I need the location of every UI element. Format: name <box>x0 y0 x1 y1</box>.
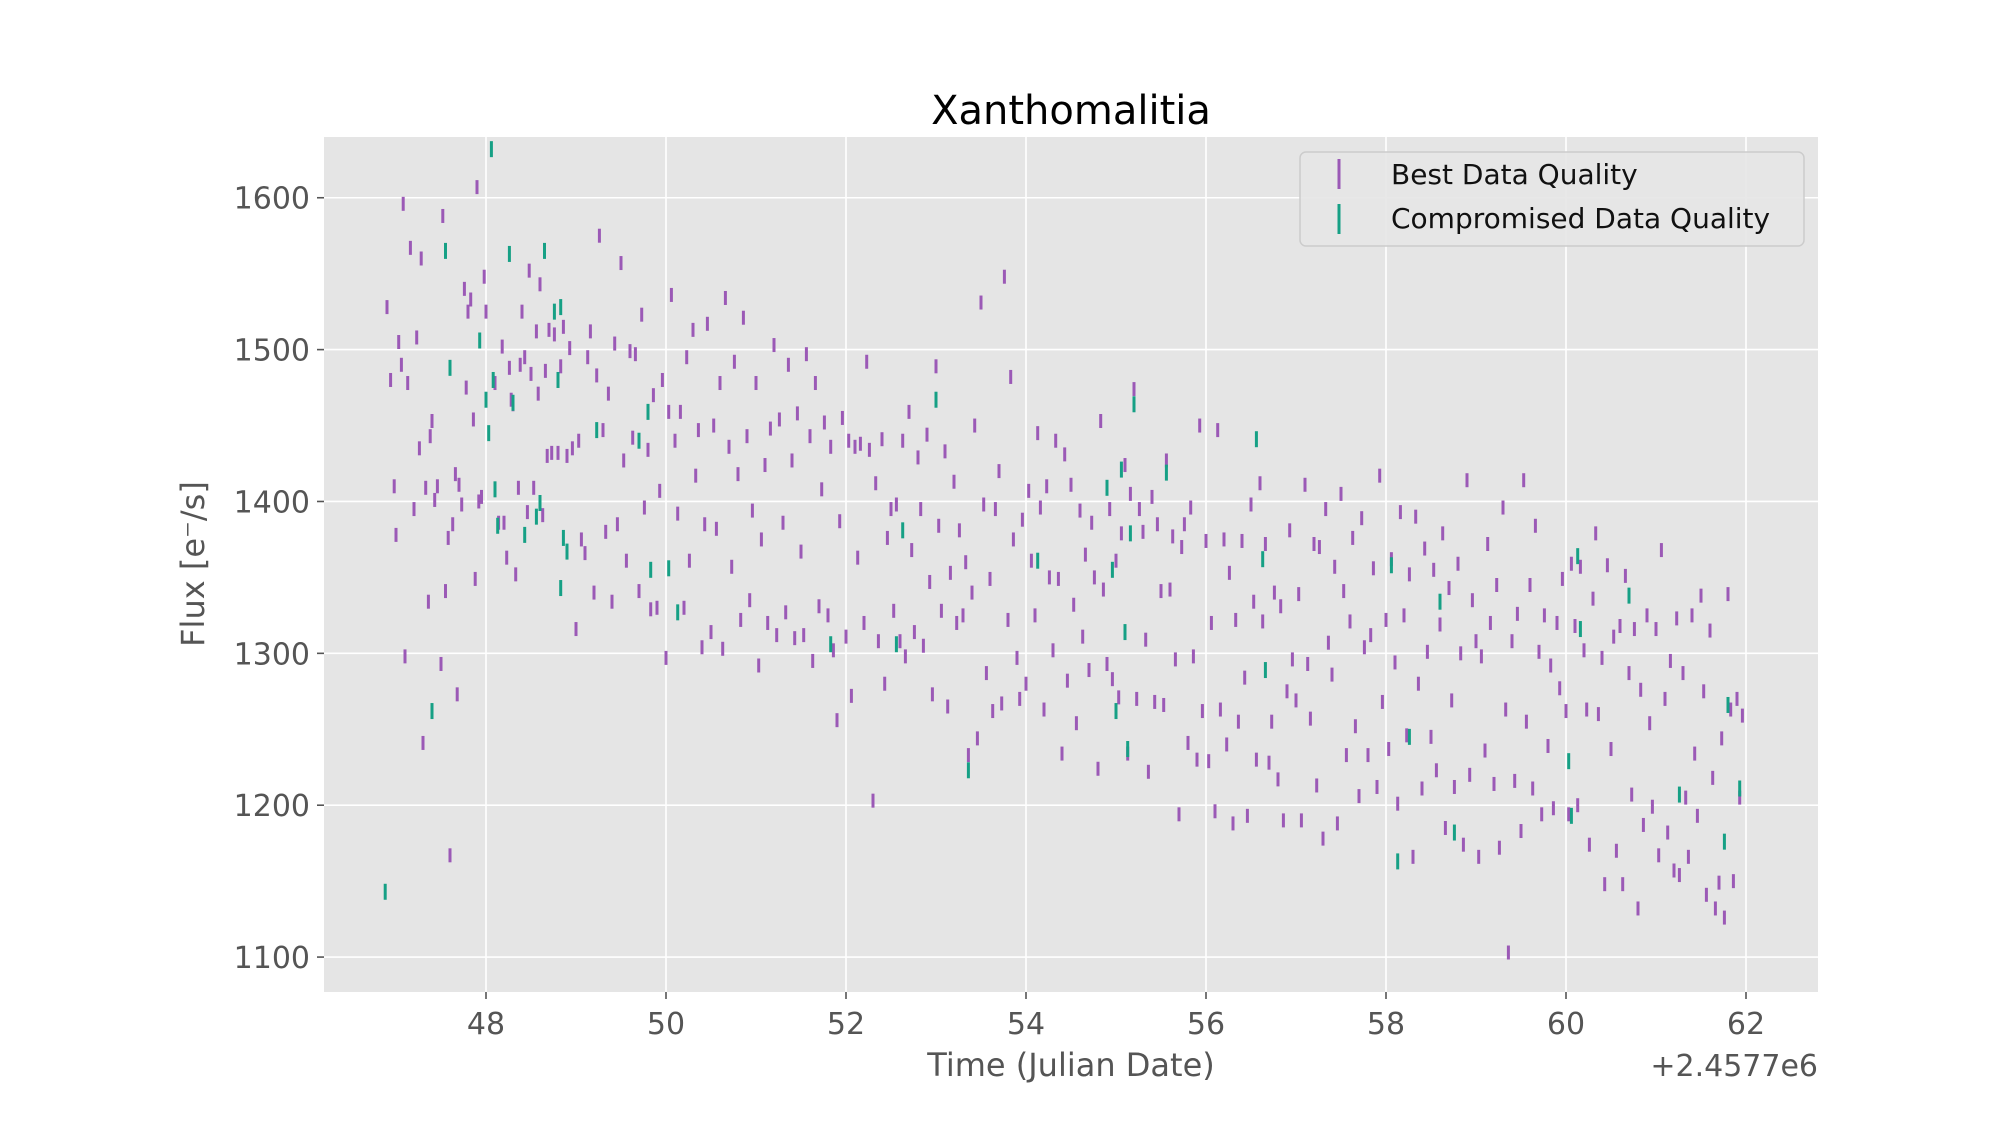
y-tick-label: 1100 <box>234 941 310 976</box>
legend-box <box>1299 151 1805 247</box>
x-tick-label: 50 <box>647 1007 685 1042</box>
x-tick-label: 56 <box>1187 1007 1225 1042</box>
x-tick-label: 60 <box>1547 1007 1585 1042</box>
legend-label-compromised: Compromised Data Quality <box>1391 202 1770 235</box>
legend: Best Data Quality Compromised Data Quali… <box>1299 151 1805 247</box>
y-tick-label: 1300 <box>234 637 310 672</box>
chart-title: Xanthomalitia <box>931 88 1211 134</box>
legend-label-best: Best Data Quality <box>1391 158 1638 191</box>
x-axis-offset: +2.4577e6 <box>1650 1049 1818 1084</box>
x-tick-label: 48 <box>467 1007 505 1042</box>
y-tick-label: 1500 <box>234 334 310 369</box>
y-tick-label: 1600 <box>234 182 310 217</box>
x-tick-label: 62 <box>1727 1007 1765 1042</box>
x-tick-label: 58 <box>1367 1007 1405 1042</box>
x-tick-label: 52 <box>827 1007 865 1042</box>
data-points <box>383 141 1744 960</box>
y-axis-label: Flux [e⁻/s] <box>174 481 212 647</box>
y-tick-label: 1400 <box>234 485 310 520</box>
x-axis-label: Time (Julian Date) <box>926 1046 1215 1084</box>
y-tick-label: 1200 <box>234 789 310 824</box>
axis-ticks: 48 50 52 54 56 58 60 62 1100 1200 1300 1400 1500 1600 <box>234 182 1765 1042</box>
x-tick-label: 54 <box>1007 1007 1045 1042</box>
plot-area <box>324 137 1818 992</box>
